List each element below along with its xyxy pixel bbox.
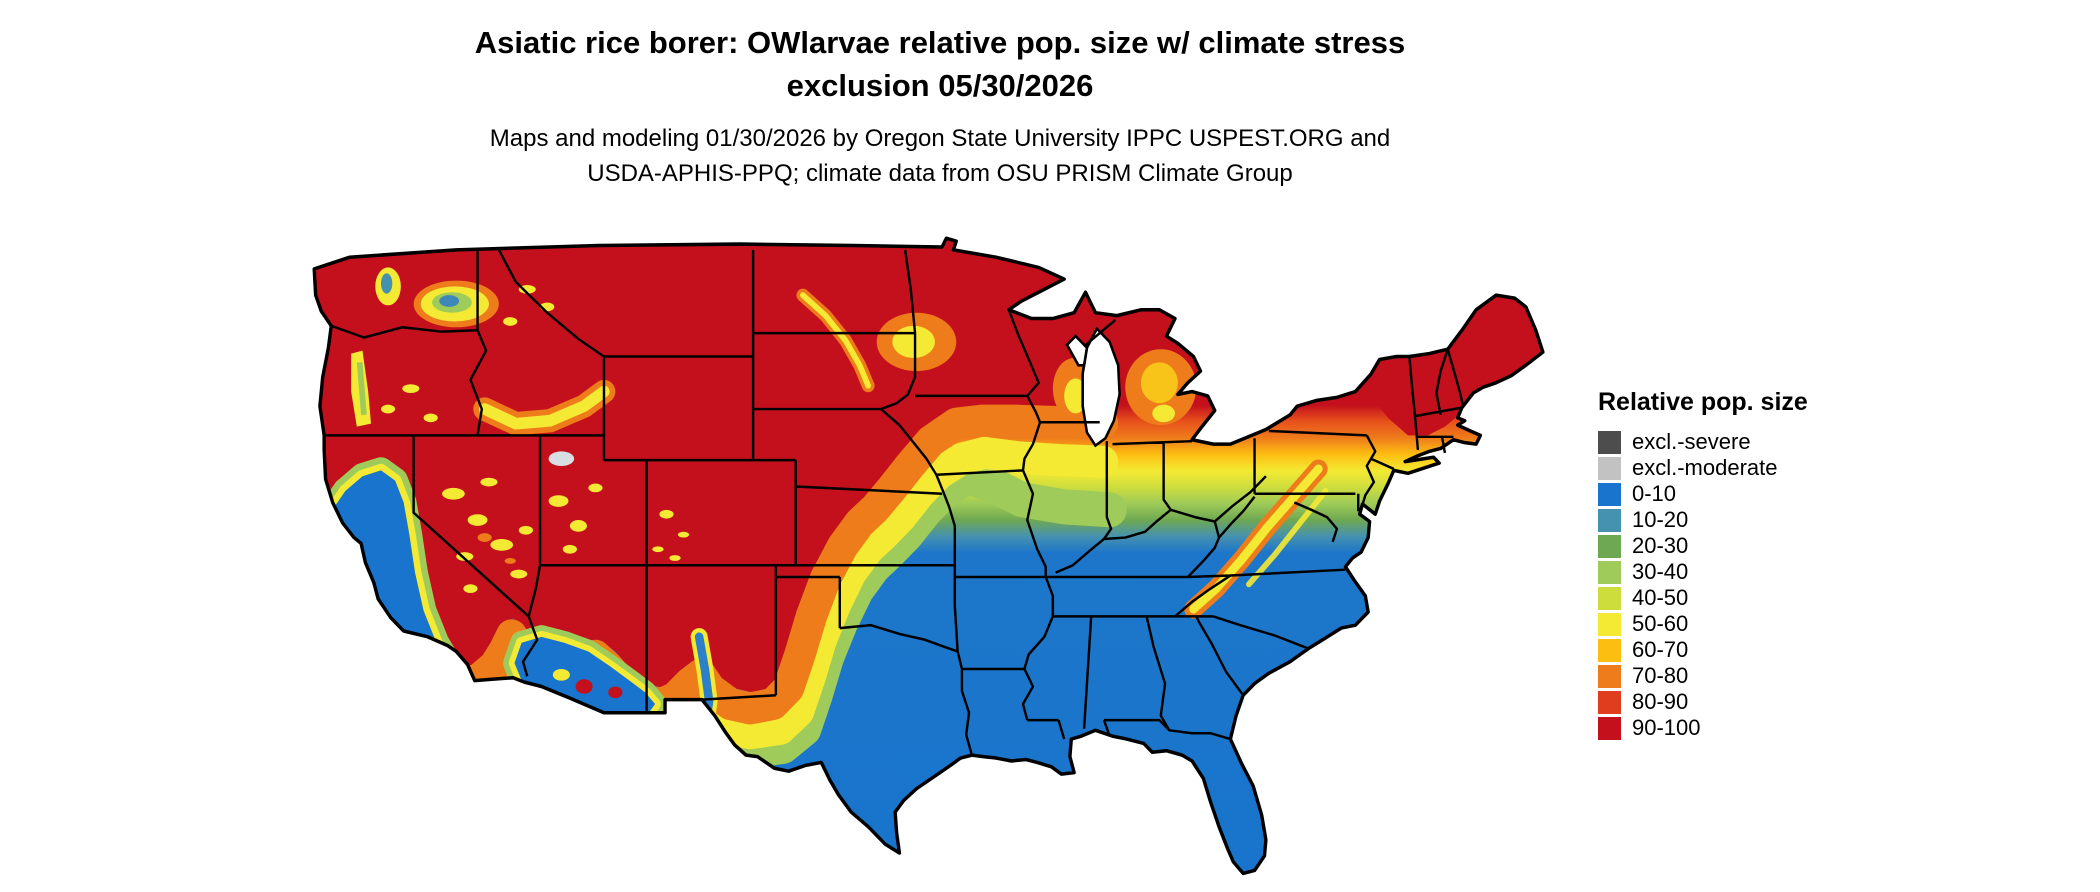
title-line-2: exclusion 05/30/2026	[786, 67, 1094, 103]
legend-item: 70-80	[1598, 663, 1808, 689]
state-borders	[324, 249, 1465, 756]
legend-label: 20-30	[1632, 533, 1689, 558]
legend-label: 0-10	[1632, 481, 1677, 506]
subtitle-line-1: Maps and modeling 01/30/2026 by Oregon S…	[489, 125, 1391, 152]
legend-swatch	[1598, 586, 1621, 610]
legend-item: 0-10	[1598, 481, 1808, 507]
legend-label: 70-80	[1632, 663, 1689, 688]
legend-swatch	[1598, 534, 1621, 558]
legend-swatch	[1598, 430, 1621, 454]
legend-swatch	[1598, 638, 1621, 662]
page-title: Asiatic rice borer: OWlarvae relative po…	[0, 22, 1880, 108]
legend-swatch	[1598, 716, 1621, 740]
legend-item: 50-60	[1598, 611, 1808, 637]
legend-label: 60-70	[1632, 637, 1689, 662]
legend-label: 40-50	[1632, 585, 1689, 610]
legend-swatch	[1598, 612, 1621, 636]
legend-label: 30-40	[1632, 559, 1689, 584]
legend-item: 40-50	[1598, 585, 1808, 611]
us-map-container	[300, 228, 1550, 888]
legend-swatch	[1598, 664, 1621, 688]
map-legend: Relative pop. size excl.-severe excl.-mo…	[1598, 388, 1808, 741]
legend-title: Relative pop. size	[1598, 388, 1808, 416]
subtitle-line-2: USDA-APHIS-PPQ; climate data from OSU PR…	[587, 159, 1293, 187]
lake-michigan	[1065, 326, 1121, 448]
legend-label: excl.-moderate	[1632, 455, 1778, 480]
legend-swatch	[1598, 560, 1621, 584]
legend-label: 80-90	[1632, 689, 1689, 714]
legend-label: 50-60	[1632, 611, 1689, 636]
legend-label: excl.-severe	[1632, 429, 1751, 454]
legend-swatch	[1598, 508, 1621, 532]
legend-swatch	[1598, 482, 1621, 506]
legend-label: 90-100	[1632, 715, 1701, 740]
legend-item: excl.-severe	[1598, 429, 1808, 455]
raster-color-field	[314, 238, 1543, 874]
legend-item: excl.-moderate	[1598, 455, 1808, 481]
legend-item: 10-20	[1598, 507, 1808, 533]
us-population-map	[312, 236, 1545, 876]
legend-item: 30-40	[1598, 559, 1808, 585]
us-outline	[312, 236, 1545, 876]
legend-item: 20-30	[1598, 533, 1808, 559]
legend-swatch	[1598, 690, 1621, 714]
legend-item: 90-100	[1598, 715, 1808, 741]
legend-swatch	[1598, 456, 1621, 480]
legend-item: 60-70	[1598, 637, 1808, 663]
title-line-1: Asiatic rice borer: OWlarvae relative po…	[474, 25, 1406, 60]
legend-item: 80-90	[1598, 689, 1808, 715]
page-subtitle: Maps and modeling 01/30/2026 by Oregon S…	[0, 122, 1880, 192]
legend-label: 10-20	[1632, 507, 1689, 532]
